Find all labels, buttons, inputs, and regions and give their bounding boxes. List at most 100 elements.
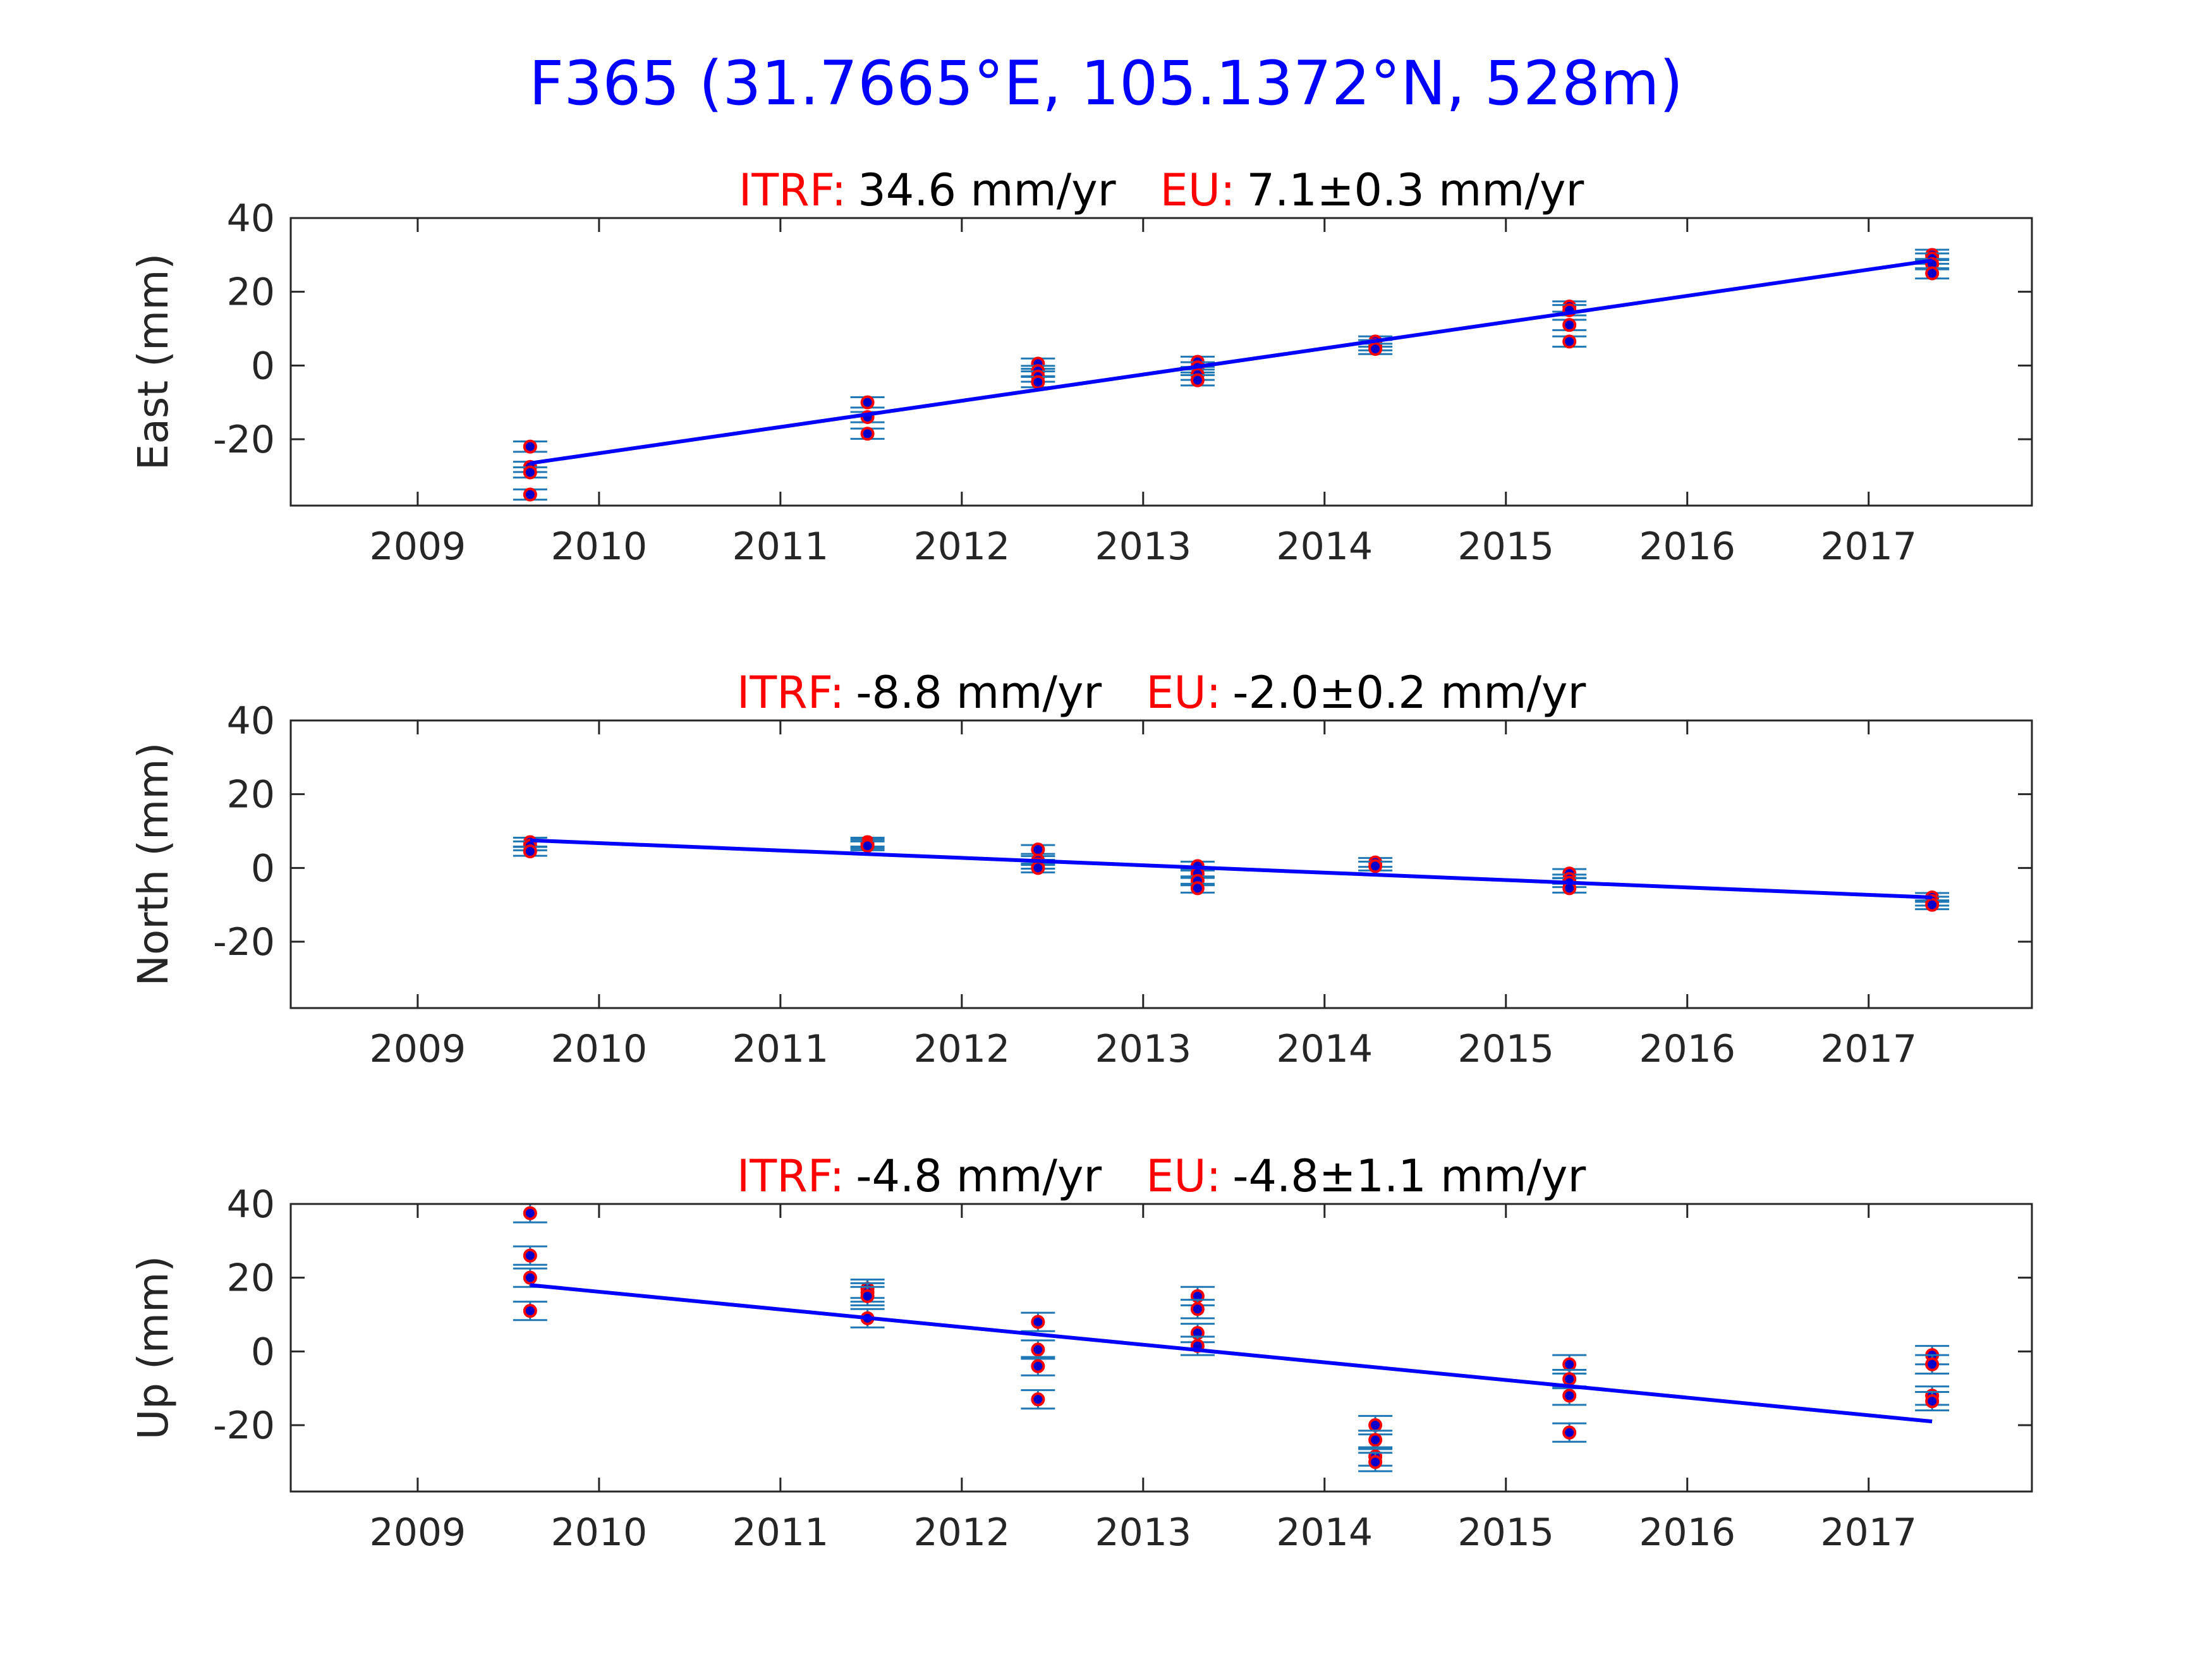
- axes-box: [289, 1203, 2033, 1493]
- x-tick-label: 2016: [1639, 1027, 1735, 1071]
- data-point: [1925, 1394, 1940, 1409]
- data-point: [860, 1289, 875, 1303]
- y-tick-label: 40: [227, 1182, 275, 1227]
- y-tick-label: 40: [227, 197, 275, 241]
- data-point: [860, 427, 875, 441]
- panel-title-north: ITRF: -8.8 mm/yr EU: -2.0±0.2 mm/yr: [737, 667, 1586, 719]
- y-tick-label: 0: [251, 846, 275, 890]
- data-point: [1925, 897, 1940, 912]
- x-tick-label: 2014: [1276, 1510, 1373, 1555]
- x-tick-label: 2009: [370, 1027, 466, 1071]
- eu-label: EU:: [1146, 1150, 1221, 1202]
- x-tick-label: 2016: [1639, 1510, 1735, 1555]
- data-point: [1031, 1342, 1045, 1357]
- data-layer-east: [513, 248, 1950, 502]
- data-point: [523, 1270, 537, 1285]
- data-point: [1031, 842, 1045, 857]
- y-tick-label: 20: [227, 773, 275, 817]
- data-point: [1368, 859, 1383, 873]
- x-tick-label: 2014: [1276, 525, 1373, 569]
- data-point: [1368, 342, 1383, 356]
- itrf-value: -4.8 mm/yr: [856, 1150, 1102, 1202]
- data-point: [860, 839, 875, 853]
- data-point: [523, 439, 537, 454]
- data-point: [1562, 318, 1577, 332]
- x-tick-label: 2010: [551, 1510, 648, 1555]
- data-point: [1562, 334, 1577, 349]
- eu-label: EU:: [1160, 164, 1235, 216]
- eu-value: -2.0±0.2 mm/yr: [1232, 667, 1586, 719]
- data-point: [1190, 881, 1205, 896]
- x-tick-label: 2017: [1820, 1510, 1917, 1555]
- trend-line: [530, 838, 1933, 899]
- panel-north: ITRF: -8.8 mm/yr EU: -2.0±0.2 mm/yr North (m…: [129, 667, 2033, 1071]
- x-tick-label: 2012: [913, 1510, 1010, 1555]
- data-point: [523, 487, 537, 502]
- data-point: [523, 844, 537, 859]
- x-tick-label: 2010: [551, 525, 648, 569]
- x-tick-label: 2013: [1095, 525, 1191, 569]
- y-tick-label: -20: [213, 1404, 275, 1448]
- panel-title-up: ITRF: -4.8 mm/yr EU: -4.8±1.1 mm/yr: [737, 1150, 1586, 1202]
- ylabel-up: Up (mm): [129, 1256, 178, 1440]
- x-tick-label: 2016: [1639, 525, 1735, 569]
- itrf-label: ITRF:: [737, 1150, 844, 1202]
- data-point: [860, 395, 875, 410]
- x-tick-label: 2017: [1820, 1027, 1917, 1071]
- panel-east: ITRF: 34.6 mm/yr EU: 7.1±0.3 mm/yr East (mm)…: [129, 164, 2033, 569]
- data-point: [1368, 1455, 1383, 1469]
- data-layer-up: [513, 1204, 1950, 1473]
- data-point: [1031, 375, 1045, 389]
- x-tick-label: 2015: [1457, 525, 1554, 569]
- data-point: [1368, 1418, 1383, 1432]
- x-tick-label: 2011: [732, 1510, 829, 1555]
- eu-value: -4.8±1.1 mm/yr: [1232, 1150, 1586, 1202]
- y-tick-label: -20: [213, 418, 275, 462]
- x-tick-label: 2010: [551, 1027, 648, 1071]
- x-tick-label: 2013: [1095, 1510, 1191, 1555]
- y-tick-label: 20: [227, 270, 275, 315]
- data-point: [1925, 1357, 1940, 1371]
- data-point: [523, 465, 537, 480]
- x-tick-label: 2017: [1820, 525, 1917, 569]
- data-point: [1031, 861, 1045, 875]
- y-tick-label: 0: [251, 1330, 275, 1374]
- itrf-value: 34.6 mm/yr: [858, 164, 1115, 216]
- y-tick-label: -20: [213, 920, 275, 964]
- panel-title-east: ITRF: 34.6 mm/yr EU: 7.1±0.3 mm/yr: [739, 164, 1584, 216]
- data-point: [523, 1248, 537, 1263]
- trend-line: [530, 1283, 1933, 1424]
- ylabel-east: East (mm): [129, 253, 178, 470]
- x-tick-label: 2015: [1457, 1510, 1554, 1555]
- x-tick-label: 2009: [370, 525, 466, 569]
- data-point: [523, 1304, 537, 1318]
- y-tick-label: 40: [227, 699, 275, 743]
- y-tick-label: 0: [251, 344, 275, 388]
- x-tick-label: 2015: [1457, 1027, 1554, 1071]
- itrf-label: ITRF:: [739, 164, 846, 216]
- eu-value: 7.1±0.3 mm/yr: [1247, 164, 1584, 216]
- x-tick-label: 2014: [1276, 1027, 1373, 1071]
- itrf-value: -8.8 mm/yr: [856, 667, 1102, 719]
- x-tick-label: 2013: [1095, 1027, 1191, 1071]
- panel-up: ITRF: -4.8 mm/yr EU: -4.8±1.1 mm/yr Up (mm) 2…: [129, 1150, 2033, 1555]
- axes-box: [289, 719, 2033, 1009]
- data-point: [1031, 1359, 1045, 1373]
- data-point: [1031, 1315, 1045, 1329]
- data-point: [1190, 373, 1205, 387]
- x-tick-label: 2012: [913, 525, 1010, 569]
- x-tick-label: 2011: [732, 525, 829, 569]
- trend-line: [530, 258, 1933, 465]
- x-tick-label: 2012: [913, 1027, 1010, 1071]
- x-tick-label: 2011: [732, 1027, 829, 1071]
- itrf-label: ITRF:: [737, 667, 844, 719]
- figure-title: F365 (31.7665°E, 105.1372°N, 528m): [529, 48, 1683, 119]
- data-point: [1562, 1425, 1577, 1440]
- y-tick-label: 20: [227, 1256, 275, 1301]
- ylabel-north: North (mm): [129, 743, 178, 987]
- axes-box: [289, 217, 2033, 507]
- data-point: [1031, 1392, 1045, 1407]
- data-point: [1368, 1433, 1383, 1447]
